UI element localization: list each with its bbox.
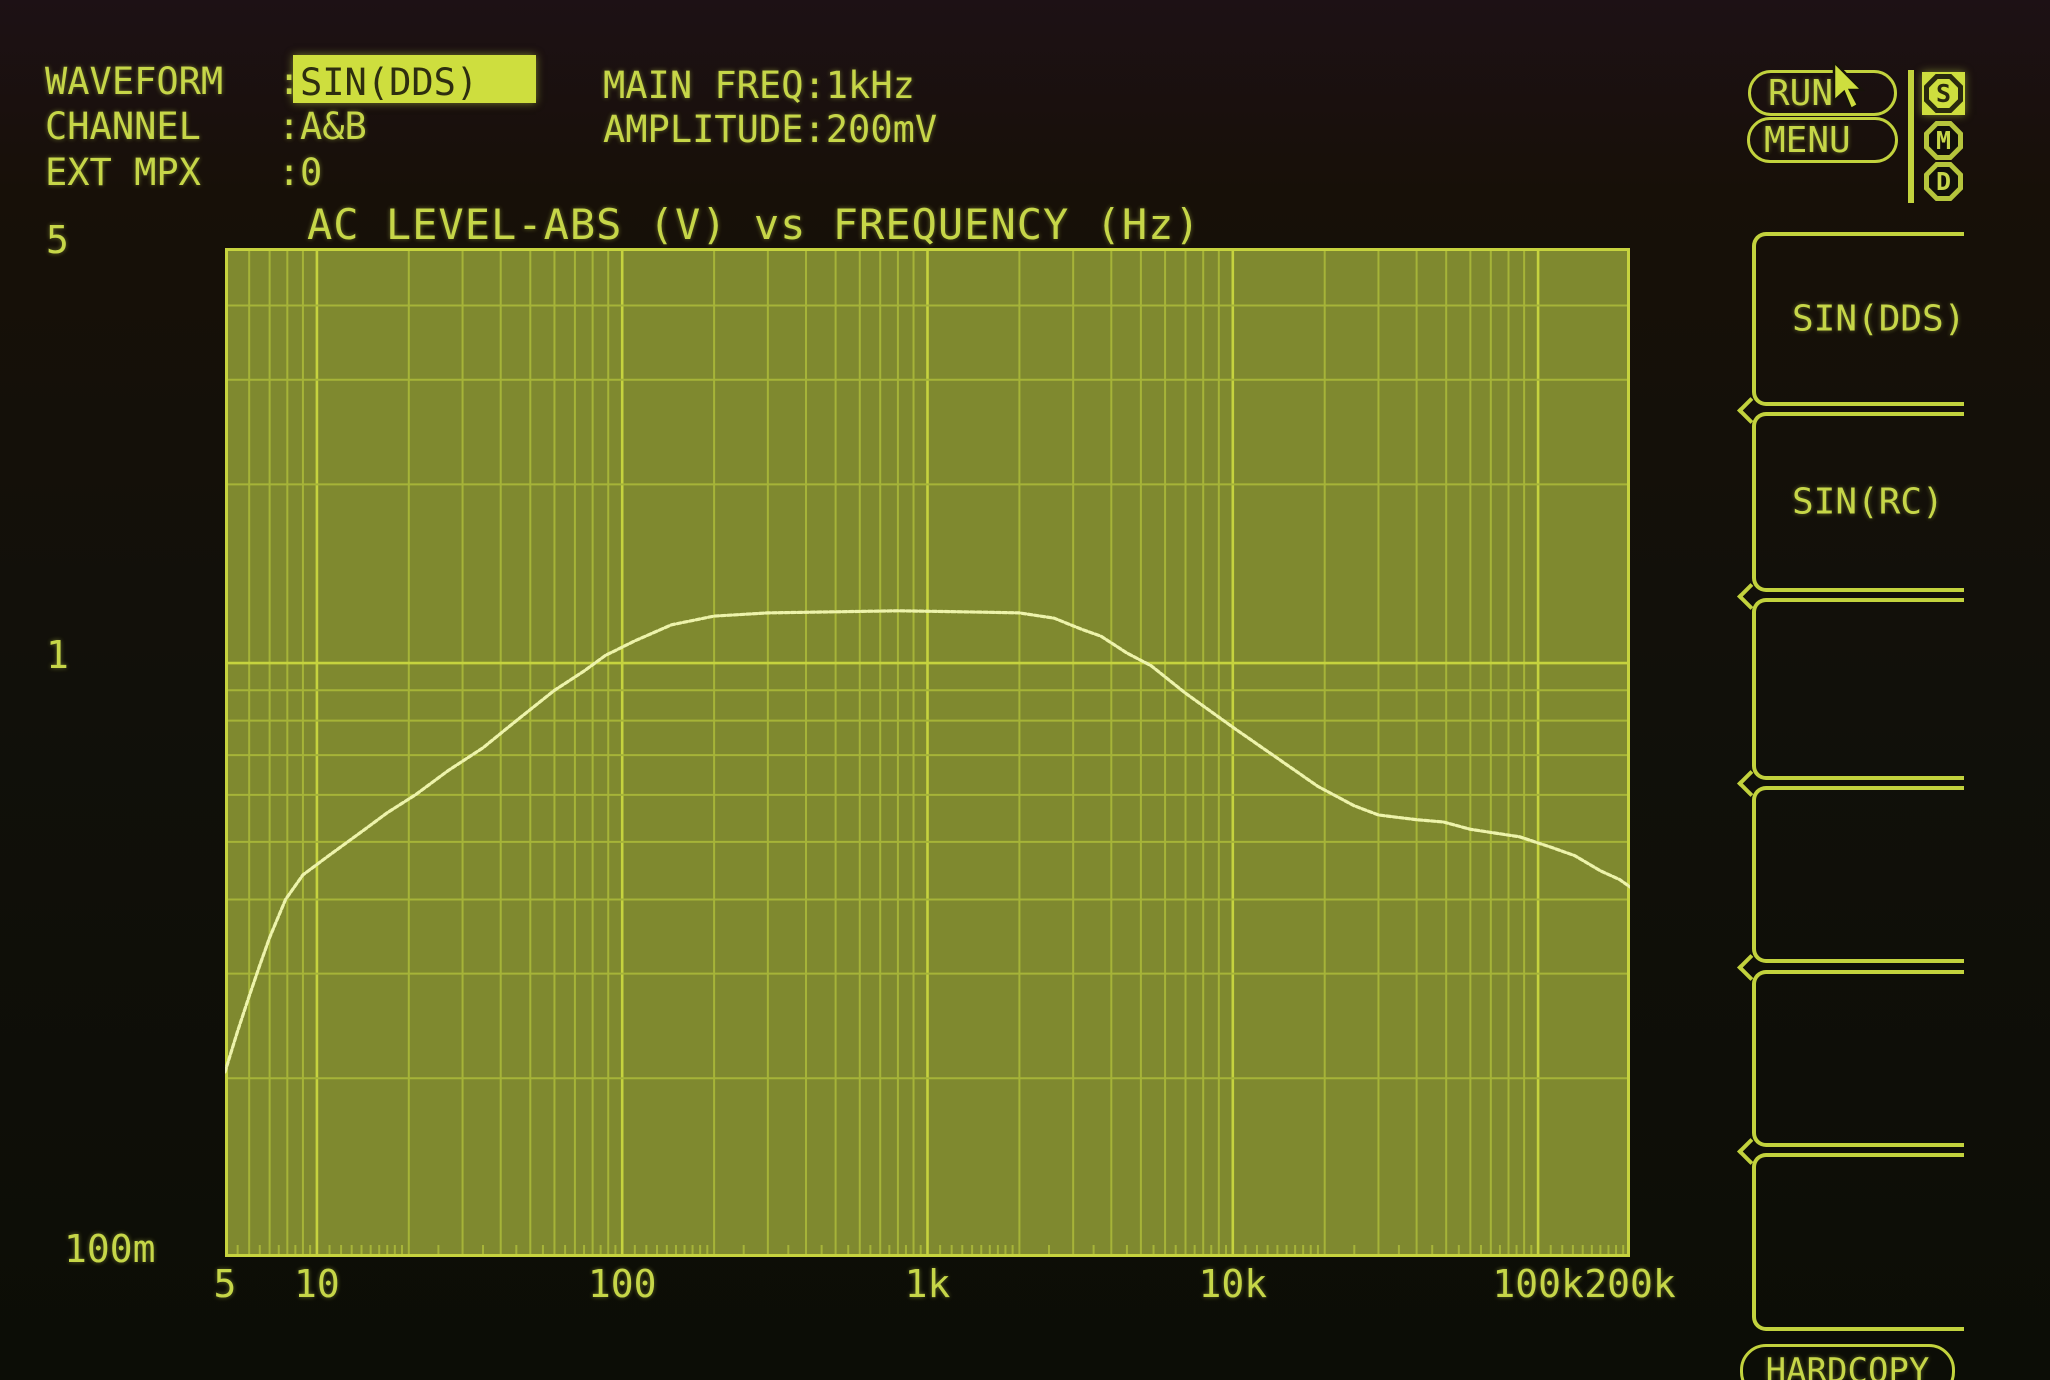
ext-mpx-colon: : [278, 151, 301, 194]
hardcopy-button-label: HARDCOPY [1765, 1351, 1930, 1380]
x-tick-label: 100k [1492, 1262, 1584, 1306]
x-tick-label: 10 [294, 1262, 340, 1306]
x-tick-label: 1k [904, 1262, 951, 1306]
badge-letter: M [1935, 126, 1952, 155]
ext-mpx-label: EXT MPX [45, 151, 201, 194]
ext-mpx-value[interactable]: 0 [300, 151, 323, 194]
status-badge-s: S [1922, 72, 1965, 115]
softkey-sin-dds[interactable]: SIN(DDS) [1752, 232, 1966, 406]
softkey-sin-rc[interactable]: SIN(RC) [1752, 412, 1964, 592]
channel-label: CHANNEL [45, 105, 201, 148]
run-button-label: RUN [1768, 72, 1834, 114]
amplitude-label: AMPLITUDE: [603, 108, 826, 151]
amplitude-value[interactable]: 200mV [825, 108, 938, 151]
status-badge-d: D [1922, 160, 1965, 203]
menu-button-label: MENU [1764, 119, 1851, 161]
softkey-label: SIN(DDS) [1792, 298, 1966, 340]
status-badge-m: M [1922, 119, 1965, 162]
channel-colon: : [278, 105, 301, 148]
waveform-value: SIN(DDS) [300, 61, 479, 104]
hardcopy-button[interactable]: HARDCOPY [1740, 1344, 1955, 1380]
waveform-value-field[interactable]: SIN(DDS) [293, 55, 536, 104]
chart-title: AC LEVEL-ABS (V) vs FREQUENCY (Hz) [307, 200, 1201, 249]
amplitude-row: AMPLITUDE:200mV [603, 110, 937, 150]
softkey-4[interactable] [1752, 786, 1964, 963]
x-tick-label: 5 [213, 1262, 237, 1306]
x-tick-label: 100 [587, 1262, 657, 1306]
frequency-response-plot [225, 248, 1630, 1257]
x-tick-label: 10k [1198, 1262, 1268, 1306]
waveform-label: WAVEFORM [45, 60, 224, 103]
softkey-label: SIN(RC) [1792, 481, 1944, 523]
y-tick-label: 5 [46, 218, 69, 262]
response-curve [225, 609, 1630, 1074]
channel-value[interactable]: A&B [300, 105, 367, 148]
mouse-cursor-icon [1832, 60, 1866, 111]
main-freq-row: MAIN FREQ:1kHz [603, 66, 915, 106]
run-button[interactable]: RUN [1748, 70, 1897, 116]
divider-bar [1908, 70, 1914, 203]
softkey-3[interactable] [1752, 598, 1964, 780]
badge-letter: S [1935, 79, 1952, 108]
badge-letter: D [1935, 167, 1952, 196]
x-tick-label: 200k [1584, 1262, 1676, 1306]
y-tick-label: 100m [64, 1227, 156, 1271]
main-freq-value[interactable]: 1kHz [825, 64, 915, 107]
y-tick-label: 1 [46, 633, 69, 678]
main-freq-label: MAIN FREQ: [603, 64, 826, 107]
softkey-6[interactable] [1752, 1153, 1964, 1331]
softkey-5[interactable] [1752, 970, 1964, 1147]
menu-button[interactable]: MENU [1747, 117, 1898, 163]
